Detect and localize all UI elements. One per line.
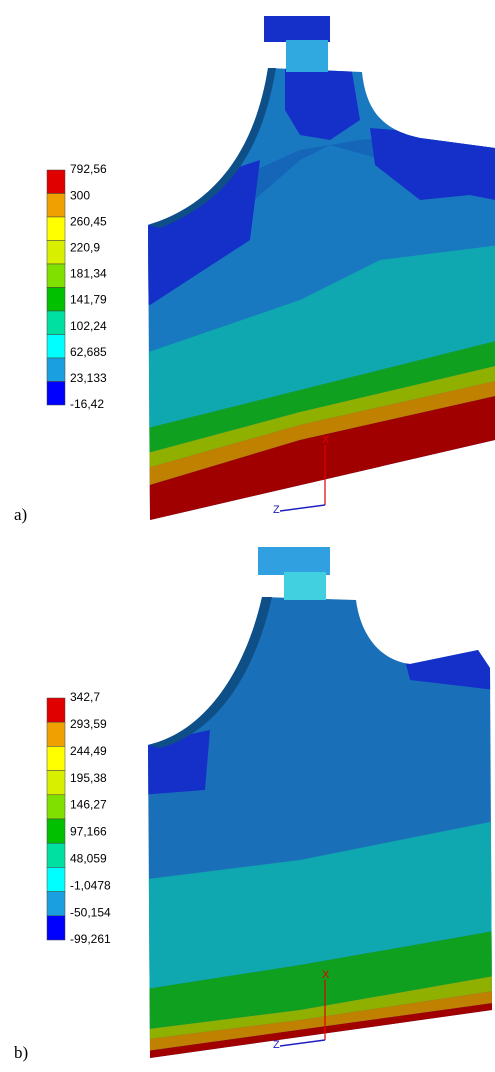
legend-label: 293,59 [70,717,107,731]
legend-label: 181,34 [70,267,107,281]
legend-swatch [46,915,66,941]
legend-swatch [46,891,66,917]
legend-label: 146,27 [70,798,107,812]
model-a [148,16,495,520]
legend-label: 48,059 [70,852,107,866]
legend-swatch [46,193,66,218]
legend-label: 62,685 [70,345,107,359]
legend-label: 342,7 [70,690,100,704]
legend-label: 195,38 [70,771,107,785]
legend-swatch [46,746,66,771]
legend-swatch [46,697,66,723]
legend-label: 23,133 [70,371,107,385]
legend-label: 244,49 [70,744,107,758]
legend-label: 97,166 [70,825,107,839]
legend-swatch [46,357,66,382]
panel-label: b) [14,1043,28,1062]
legend-label: -1,0478 [70,878,111,892]
legend-swatch [46,334,66,359]
legend-swatch [46,216,66,241]
legend-label: -16,42 [70,397,104,411]
legend-swatch [46,287,66,312]
legend-swatch [46,240,66,265]
axis-x-label: X [322,434,330,446]
axis-z [279,1039,326,1047]
legend-swatch [46,818,66,844]
legend-swatch [46,842,66,868]
legend-swatch [46,263,66,288]
legend-label: 220,9 [70,241,100,255]
axis-z-label: Z [273,1039,280,1051]
legend-label: -99,261 [70,932,111,946]
legend-label: 792,56 [70,162,107,176]
axis-x-label: X [322,969,330,981]
legend-label: -50,154 [70,905,111,919]
legend-swatch [46,169,66,194]
legend-label: 141,79 [70,293,107,307]
legend-label: 102,24 [70,319,107,333]
legend-swatch [46,381,66,406]
legend-swatch [46,721,66,747]
legend-label: 300 [70,188,90,202]
axis-z [279,504,326,512]
panel-label: a) [14,505,27,524]
legend-swatch [46,310,66,335]
legend-swatch [46,794,66,820]
model-b [148,547,492,1058]
legend-label: 260,45 [70,214,107,228]
legend-swatch [46,770,66,796]
axis-z-label: Z [273,504,280,516]
legend-swatch [46,867,66,892]
